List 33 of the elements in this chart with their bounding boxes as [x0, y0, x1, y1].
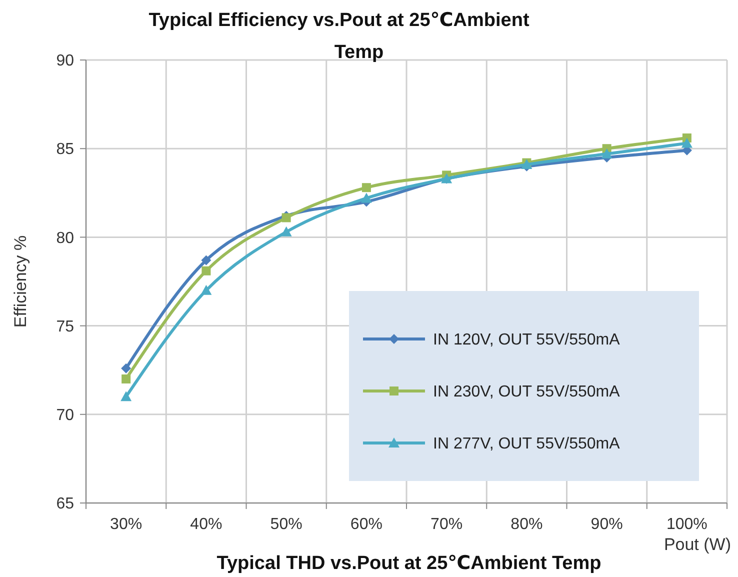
- point: [601, 148, 612, 158]
- x-tick-label: 100%: [666, 516, 708, 533]
- point: [280, 226, 292, 236]
- point: [120, 391, 132, 402]
- legend-label: IN 120V, OUT 55V/550mA: [433, 332, 620, 349]
- x-tick-label: 50%: [270, 516, 302, 533]
- point: [122, 374, 131, 384]
- point: [681, 138, 692, 148]
- point: [202, 266, 211, 276]
- point: [200, 284, 212, 295]
- point: [362, 183, 371, 192]
- x-tick-label: 40%: [190, 516, 222, 533]
- y-tick-label: 90: [56, 52, 74, 70]
- y-tick-label: 75: [56, 318, 74, 336]
- x-tick-label: 90%: [590, 516, 623, 533]
- chart-title: Typical Efficiency vs.Pout at 25℃Ambient Temp: [148, 10, 530, 63]
- y-axis-title: Efficiency %: [11, 235, 30, 328]
- x-axis-title: Pout (W): [664, 535, 731, 554]
- point: [360, 192, 372, 203]
- y-tick-label: 65: [56, 496, 74, 513]
- x-tick-label: 80%: [510, 516, 543, 533]
- point: [282, 213, 291, 222]
- y-tick-label: 70: [56, 407, 74, 424]
- point: [121, 363, 132, 374]
- y-tick-label: 80: [56, 230, 74, 247]
- x-tick-label: 60%: [350, 516, 382, 533]
- point: [201, 255, 212, 266]
- x-tick-label: 70%: [430, 516, 463, 533]
- legend-label: IN 277V, OUT 55V/550mA: [433, 436, 620, 453]
- legend-label: IN 230V, OUT 55V/550mA: [433, 384, 620, 401]
- text: Typical THD vs.Pout at 25℃Ambient Temp: [216, 553, 602, 574]
- y-tick-label: 85: [56, 141, 74, 158]
- x-tick-label: 30%: [110, 516, 142, 533]
